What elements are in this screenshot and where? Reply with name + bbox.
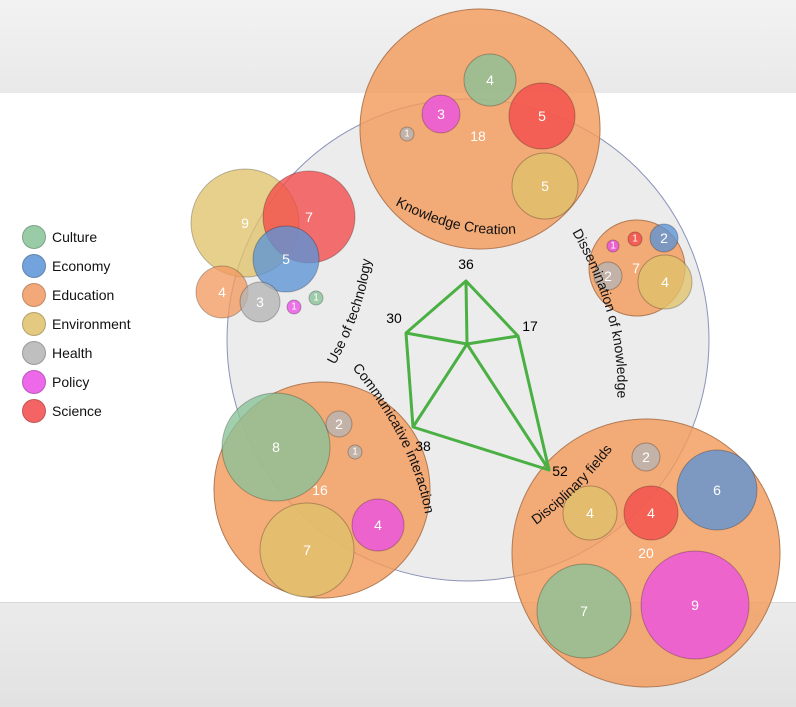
bubble-health: [239, 281, 281, 323]
legend-swatch: [22, 283, 46, 307]
bubble-policy: [286, 299, 302, 315]
bubble-culture: [308, 290, 324, 306]
radar-spoke: [465, 343, 551, 471]
bubble-economy: [252, 225, 320, 293]
bubble-value: 2: [642, 449, 650, 465]
bubble-environment: [637, 254, 693, 310]
bubble-environment: [511, 152, 579, 220]
bubble-value: 4: [647, 505, 655, 521]
radar-spoke: [411, 343, 469, 428]
bubble-value: 1: [632, 234, 638, 245]
radar-value-disciplinary: 52: [552, 463, 568, 479]
bubble-culture: [463, 53, 517, 107]
bubble-policy: [421, 94, 461, 134]
bubble-economy: [676, 449, 758, 531]
bubble-policy: [606, 239, 620, 253]
bubble-policy: [351, 498, 405, 552]
cluster-total: 16: [312, 482, 328, 498]
bubble-value: 4: [218, 284, 226, 300]
bubble-value: 1: [313, 293, 319, 304]
bubble-value: 2: [604, 268, 612, 284]
legend-swatch: [22, 225, 46, 249]
legend-label: Culture: [52, 229, 98, 245]
legend-swatch: [22, 399, 46, 423]
bubble-value: 6: [713, 482, 721, 498]
bubble-value: 1: [352, 447, 358, 458]
bubble-value: 5: [538, 108, 546, 124]
bubble-value: 2: [335, 416, 343, 432]
bubble-health: [347, 444, 363, 460]
cluster-communicative-interaction: 8 2 1 7 4 16: [213, 381, 431, 599]
legend-label: Economy: [52, 258, 111, 274]
bubble-science: [508, 82, 576, 150]
bubble-health: [631, 442, 661, 472]
bubble-culture: [536, 563, 632, 659]
bubble-value: 7: [580, 603, 588, 619]
radar-value-communicative: 38: [415, 438, 431, 454]
bubble-value: 5: [282, 251, 290, 267]
legend-label: Health: [52, 345, 93, 361]
legend-label: Policy: [52, 374, 90, 390]
bubble-policy: [640, 550, 750, 660]
bubble-value: 5: [541, 178, 549, 194]
radar-value-dissemination: 17: [522, 318, 538, 334]
radar-value-knowledge-creation: 36: [458, 256, 474, 272]
bubble-value: 4: [374, 517, 382, 533]
bubble-health: [593, 261, 623, 291]
cluster-knowledge-creation: 4 3 5 1 5 18: [359, 8, 601, 250]
bubble-value: 2: [660, 230, 668, 246]
cluster-use-of-technology: 9 7 5 4 3 1 1: [190, 168, 356, 323]
cluster-total: 20: [638, 545, 654, 561]
bubble-value: 1: [610, 241, 616, 252]
cluster-dissemination: 1 1 2 2 4 7: [588, 219, 693, 317]
bubble-value: 4: [586, 505, 594, 521]
bubble-value: 1: [291, 302, 297, 313]
radar-chart: 36 17 52 38 30: [386, 256, 568, 479]
cluster-total: 7: [632, 260, 640, 276]
bubble-value: 1: [404, 129, 410, 140]
bubble-economy: [649, 223, 679, 253]
radar-spoke: [466, 334, 519, 346]
legend-swatch: [22, 312, 46, 336]
bubble-environment: [562, 485, 618, 541]
bubble-value: 3: [256, 294, 264, 310]
legend-label: Environment: [52, 316, 131, 332]
legend-swatch: [22, 341, 46, 365]
bubble-health: [325, 410, 353, 438]
legend-swatch: [22, 254, 46, 278]
bubble-value: 8: [272, 439, 280, 455]
cluster-total: 18: [470, 128, 486, 144]
legend-label: Science: [52, 403, 102, 419]
bubble-health: [399, 126, 415, 142]
bubble-science: [623, 485, 679, 541]
bubble-value: 4: [486, 72, 494, 88]
bubble-culture: [221, 392, 331, 502]
radar-value-technology: 30: [386, 310, 402, 326]
legend-swatch: [22, 370, 46, 394]
bubble-science: [627, 231, 643, 247]
bubble-environment: [259, 502, 355, 598]
bubble-value: 9: [241, 215, 249, 231]
bubble-value: 7: [305, 209, 313, 225]
bubble-value: 7: [303, 542, 311, 558]
radar-polygon: [404, 279, 551, 472]
cluster-disciplinary-fields: 2 6 4 4 7 9 20: [511, 418, 781, 688]
bubble-value: 3: [437, 106, 445, 122]
bubble-value: 9: [691, 597, 699, 613]
radar-spoke: [405, 331, 468, 346]
bubble-value: 4: [661, 274, 669, 290]
radar-spoke: [464, 280, 469, 345]
legend-label: Education: [52, 287, 115, 303]
